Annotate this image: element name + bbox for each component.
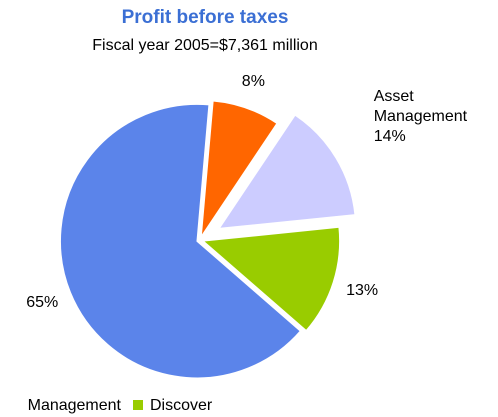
- chart-title: Profit before taxes: [122, 7, 289, 28]
- legend-label: Management: [28, 397, 122, 414]
- slice-label: 8%: [242, 72, 352, 92]
- pie-slice: [201, 226, 341, 332]
- pie-slice: [200, 99, 279, 238]
- value-label: 13%: [346, 281, 379, 299]
- chart-subtitle: Fiscal year 2005=$7,361 million: [92, 37, 317, 54]
- value-label: 8%: [241, 72, 265, 90]
- slice-label: Asset Management 14%: [374, 87, 484, 147]
- value-label: 14%: [373, 128, 406, 146]
- slice-label: 13%: [346, 281, 456, 301]
- legend-marker: [133, 400, 143, 410]
- category-label: Asset Management: [373, 88, 468, 126]
- value-label: 65%: [26, 293, 59, 311]
- legend-label: Discover: [150, 397, 213, 414]
- pie-slice: [217, 113, 356, 230]
- slice-label: 65%: [0, 293, 58, 313]
- pie-slice: [59, 103, 302, 379]
